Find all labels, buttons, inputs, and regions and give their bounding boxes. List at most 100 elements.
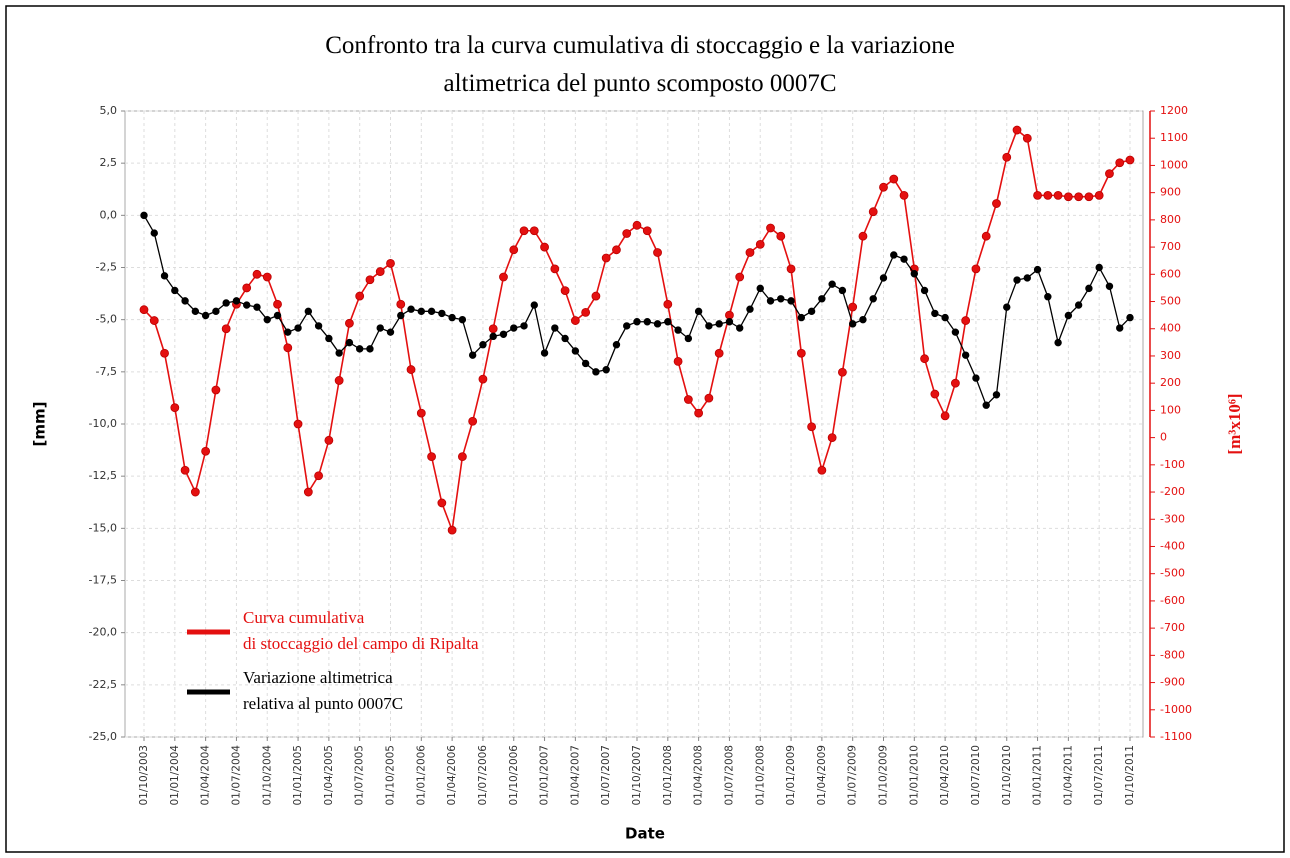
data-point [642, 226, 652, 236]
y-tick-label: -15,0 [89, 521, 117, 534]
y2-axis-label: [m³x10⁶] [1225, 393, 1244, 454]
data-point [981, 231, 991, 241]
data-point [683, 395, 693, 404]
chart-title: Confronto tra la curva cumulativa di sto… [325, 32, 955, 97]
data-point [221, 324, 231, 334]
data-point [303, 487, 313, 497]
data-point [961, 351, 970, 359]
data-point [673, 356, 683, 366]
data-point [190, 487, 200, 497]
data-point [920, 286, 929, 295]
y2-tick-label: 1200 [1160, 104, 1188, 117]
y2-tick-label: -500 [1160, 567, 1185, 580]
data-point [705, 322, 713, 330]
data-point [1053, 190, 1063, 200]
data-point [1064, 311, 1073, 320]
data-point [735, 272, 745, 282]
y2-tick-label: -600 [1160, 594, 1185, 607]
data-point [643, 318, 651, 326]
y2-tick-label: -700 [1160, 621, 1185, 634]
data-point [756, 284, 764, 293]
data-point [715, 320, 723, 328]
y2-tick-label: 100 [1160, 403, 1181, 416]
data-point [427, 452, 436, 462]
data-point [848, 302, 858, 312]
x-tick-label: 01/01/2008 [662, 745, 674, 806]
x-tick-label: 01/01/2006 [415, 745, 427, 806]
x-tick-label: 01/10/2004 [261, 745, 273, 806]
data-point [232, 297, 241, 305]
data-point [828, 280, 836, 288]
y-tick-label: -25,0 [89, 730, 117, 743]
data-point [694, 408, 704, 418]
data-point [180, 465, 190, 475]
data-point [479, 341, 487, 349]
x-tick-label: 01/04/2007 [569, 745, 581, 806]
data-point [571, 347, 580, 355]
data-point [1033, 265, 1042, 274]
x-tick-label: 01/01/2010 [908, 745, 920, 806]
legend-label: Curva cumulativa di stoccaggio del campo … [243, 608, 479, 653]
data-point [396, 299, 406, 309]
data-point [592, 368, 600, 376]
data-point [551, 324, 559, 332]
data-point [191, 307, 200, 316]
x-tick-label: 01/04/2010 [939, 745, 951, 806]
data-point [766, 297, 775, 305]
data-point [931, 309, 939, 318]
x-tick-label: 01/01/2011 [1032, 745, 1044, 806]
x-tick-label: 01/04/2006 [446, 745, 458, 806]
data-point [879, 182, 888, 192]
data-point [1043, 190, 1053, 200]
data-point [807, 307, 816, 316]
data-point [448, 313, 456, 322]
data-point [406, 365, 416, 374]
data-point [1084, 192, 1094, 202]
data-point [869, 295, 877, 303]
y2-tick-label: 900 [1160, 186, 1181, 199]
data-point [201, 311, 210, 320]
data-point [1095, 263, 1103, 272]
data-point [447, 525, 457, 535]
data-point [982, 401, 990, 409]
data-point [581, 359, 590, 368]
data-point [355, 291, 365, 301]
data-point [736, 324, 744, 332]
data-point [1116, 324, 1124, 332]
y-tick-label: -5,0 [96, 313, 117, 326]
data-point [664, 318, 672, 326]
data-point [787, 297, 795, 305]
data-point [201, 446, 211, 456]
data-point [797, 313, 806, 322]
data-point [519, 226, 529, 236]
data-point [868, 207, 878, 217]
data-point [438, 309, 446, 318]
data-point [314, 471, 324, 481]
data-point [879, 274, 888, 282]
data-point [663, 299, 673, 309]
x-tick-label: 01/10/2007 [631, 745, 643, 806]
x-tick-label: 01/07/2007 [600, 745, 612, 806]
data-point [632, 220, 642, 230]
data-point [407, 305, 415, 313]
data-point [807, 422, 817, 432]
x-tick-label: 01/10/2006 [508, 745, 520, 806]
data-point [910, 270, 919, 278]
data-point [149, 316, 159, 325]
x-tick-label: 01/10/2005 [385, 745, 397, 806]
data-point [1085, 284, 1093, 293]
data-point [1013, 276, 1021, 284]
data-point [457, 452, 467, 462]
y2-tick-label: -200 [1160, 485, 1185, 498]
data-point [992, 199, 1001, 208]
data-point [550, 264, 560, 274]
y2-tick-label: 300 [1160, 349, 1181, 362]
data-point [140, 211, 148, 220]
data-point [796, 348, 806, 358]
data-point [325, 334, 333, 343]
data-point [704, 393, 714, 403]
data-point [262, 272, 272, 282]
x-tick-label: 01/07/2004 [230, 745, 242, 806]
data-point [859, 315, 867, 324]
